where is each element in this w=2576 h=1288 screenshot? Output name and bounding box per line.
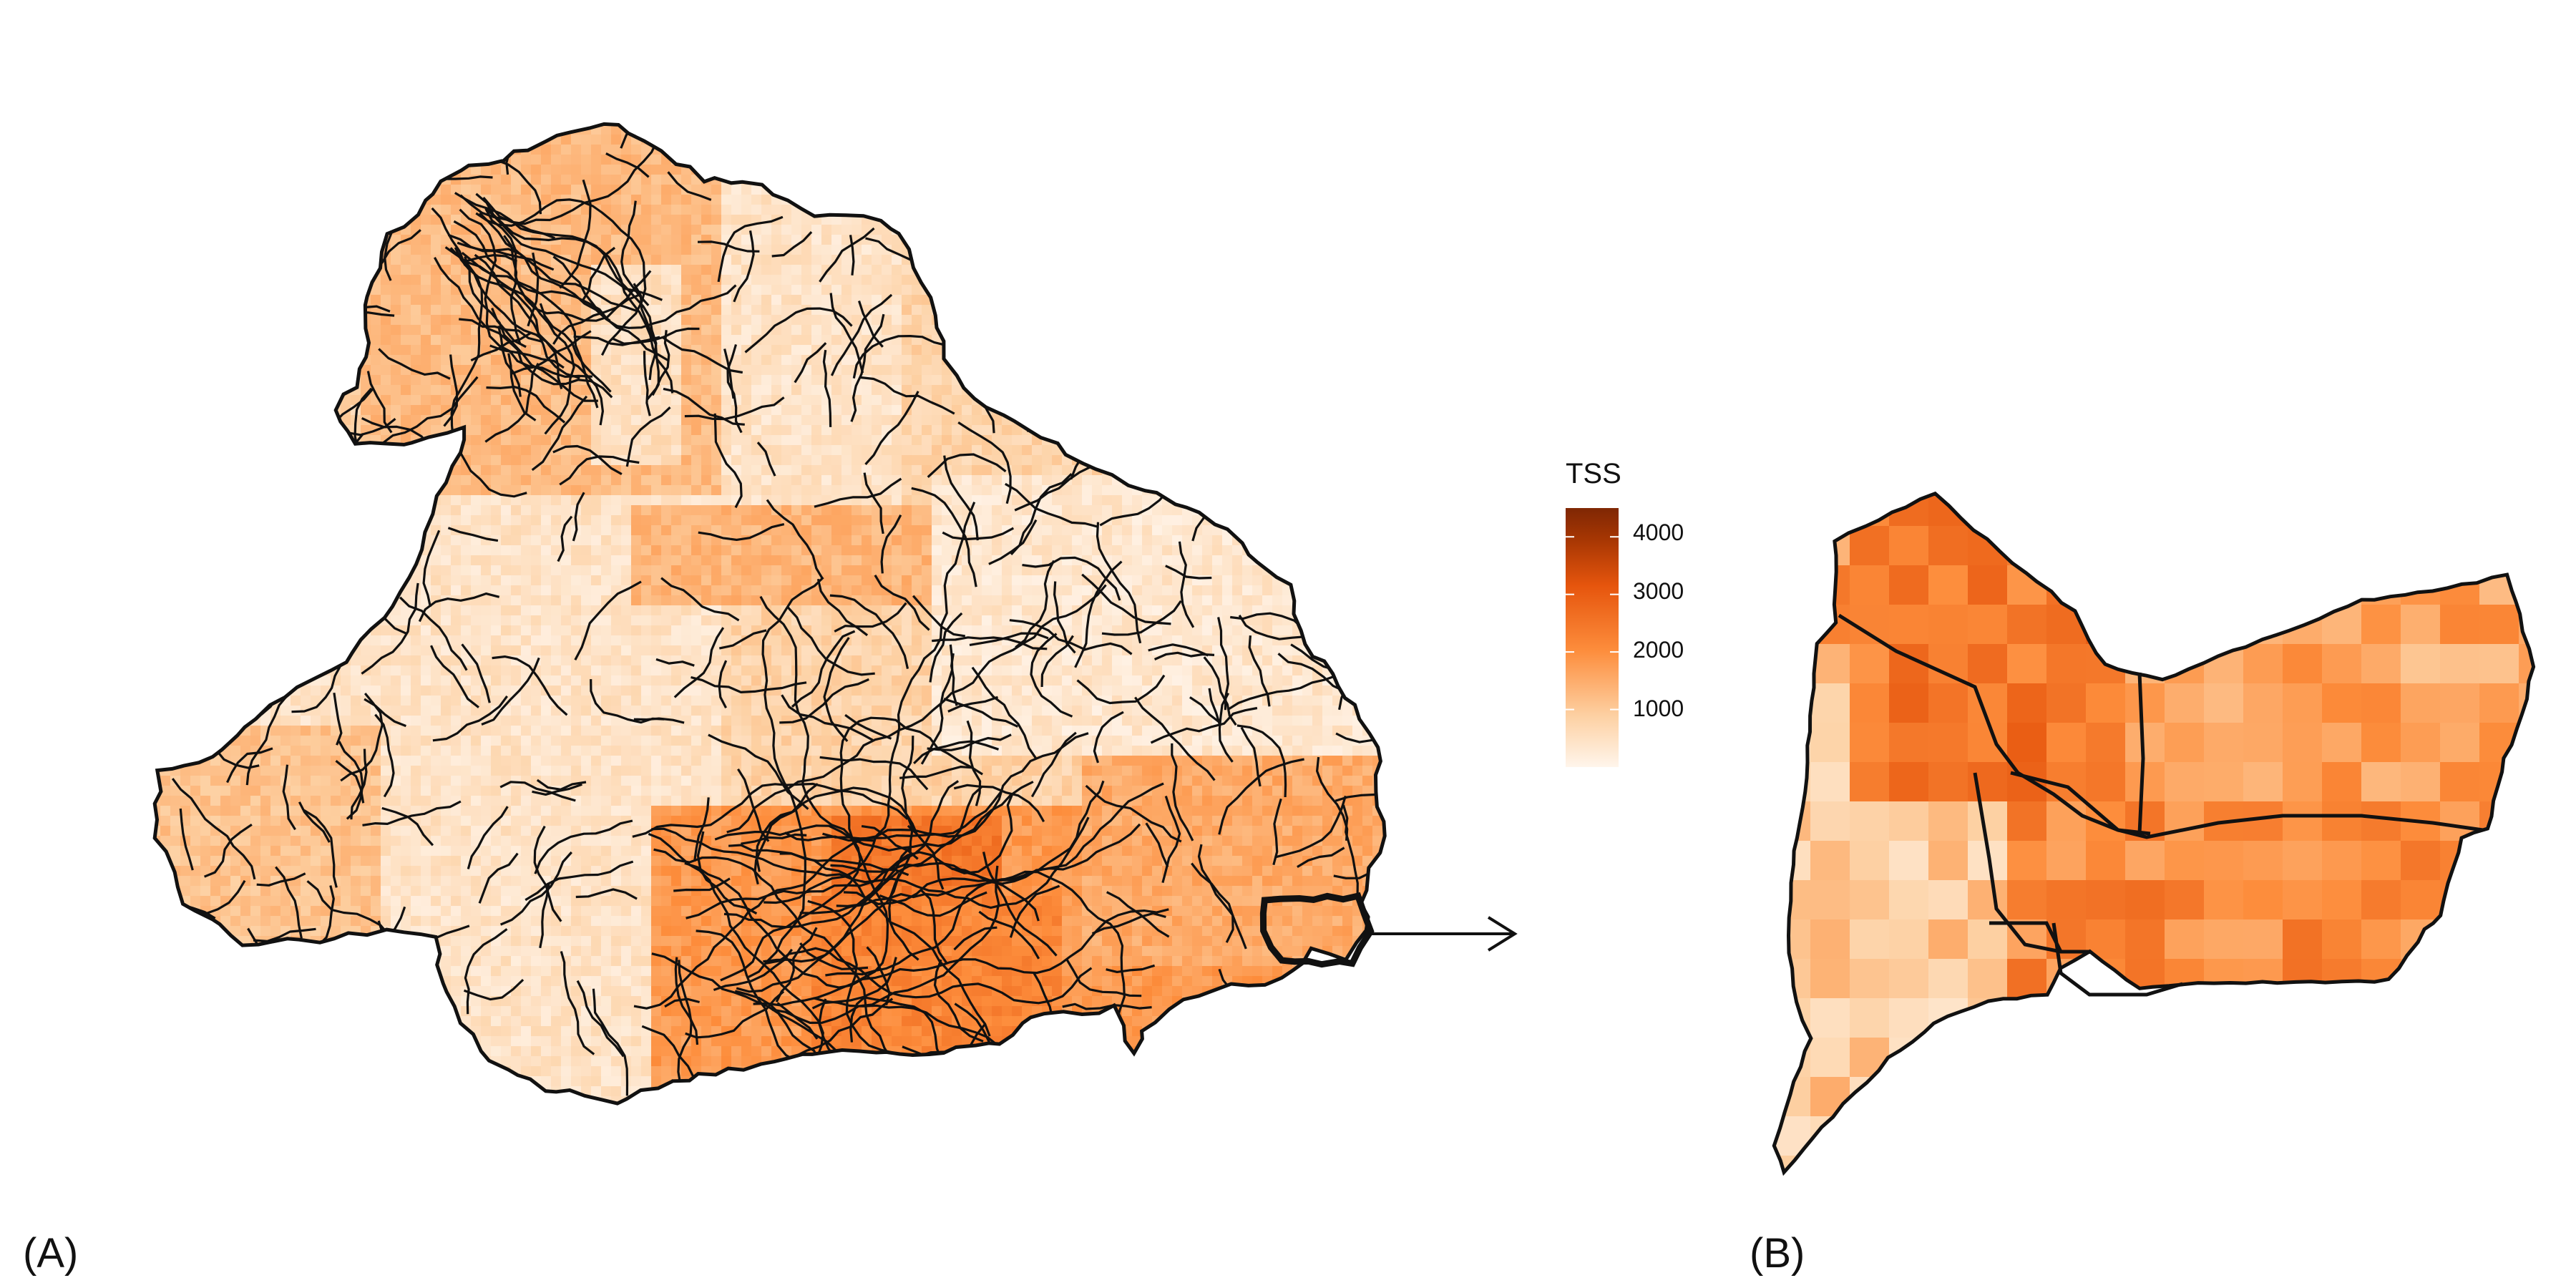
legend-tick-label: 3000 [1633, 578, 1684, 604]
panel-label-b: (B) [1750, 1230, 1805, 1277]
panel-label-a: (A) [23, 1230, 79, 1277]
legend-tick-label: 1000 [1633, 696, 1684, 721]
subbasin-boundaries-b [1772, 491, 2536, 1176]
legend-colorbar [1566, 508, 1619, 767]
legend-tick-label: 4000 [1633, 519, 1684, 545]
zoomed-map-b [1772, 491, 2536, 1176]
tss-legend [1566, 508, 1619, 767]
legend-tick-label: 2000 [1633, 637, 1684, 663]
legend-title: TSS [1566, 458, 1621, 489]
tss-raster-b [1774, 493, 2534, 1173]
right-arrow-icon [1370, 916, 1518, 952]
highlighted-subbasins [1259, 892, 1375, 968]
watershed-map-a [152, 122, 1387, 1106]
watershed-outline-a [152, 122, 1387, 1106]
